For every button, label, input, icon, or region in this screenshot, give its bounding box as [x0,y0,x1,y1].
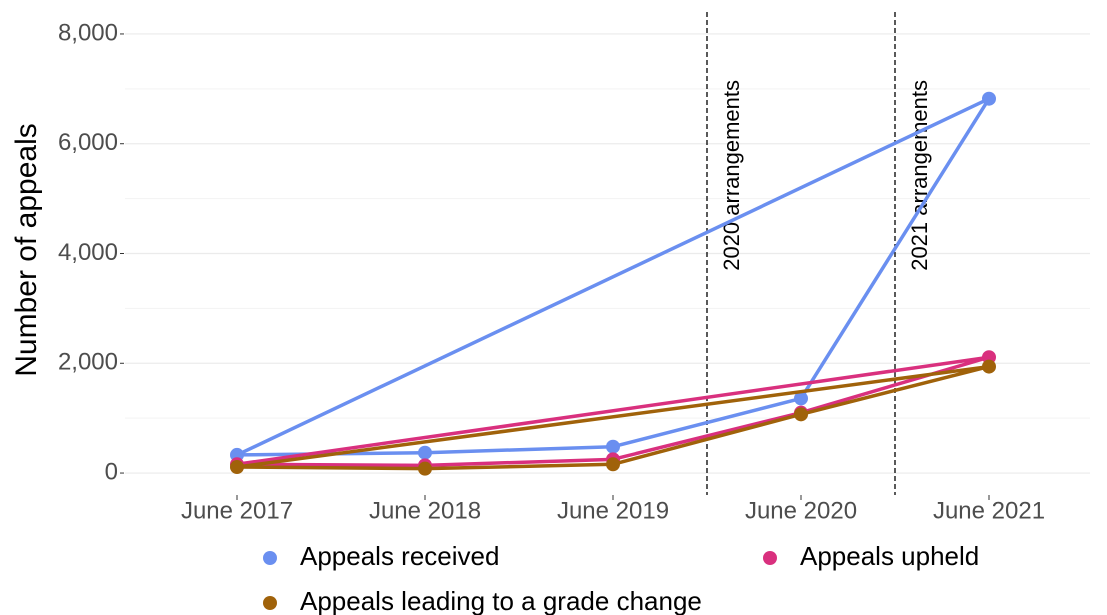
legend-label: Appeals upheld [800,541,979,571]
y-tick-label: 0 [105,458,118,485]
y-tick-label: 6,000 [58,129,118,156]
point [606,457,620,472]
legend-marker [263,551,277,565]
line [235,96,991,457]
legend-label: Appeals leading to a grade change [300,586,702,615]
point [418,445,432,460]
legend-marker [763,551,777,565]
point [794,391,808,406]
y-tick-label: 4,000 [58,239,118,266]
point [606,439,620,454]
y-tick-label: 2,000 [58,349,118,376]
legend-marker [263,596,277,610]
legend-label: Appeals received [300,541,499,571]
x-tick-label: June 2021 [933,497,1045,524]
point [794,407,808,422]
x-tick-label: June 2019 [557,497,669,524]
y-axis-label: Number of appeals [10,123,43,376]
y-tick-label: 8,000 [58,19,118,46]
x-tick-label: June 2017 [181,497,293,524]
line [235,364,991,471]
point [982,91,996,106]
point [982,359,996,374]
x-tick-label: June 2018 [369,497,481,524]
annotation: 2021 arrangements [907,80,932,271]
annotation: 2020 arrangements [719,80,744,271]
point [418,461,432,476]
x-tick-label: June 2020 [745,497,857,524]
line [235,355,991,468]
point [230,460,244,475]
